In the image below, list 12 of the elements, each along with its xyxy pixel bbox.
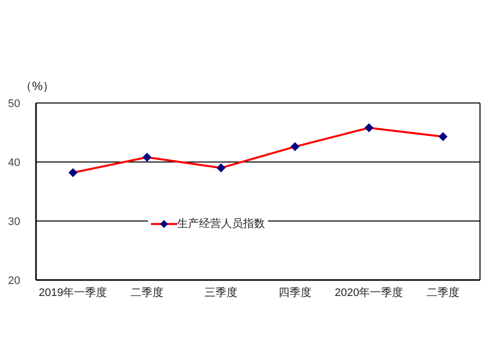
x-tick-label: 2020年一季度 — [334, 286, 404, 299]
legend-label: 生产经营人员指数 — [177, 216, 265, 231]
y-axis-title: （%） — [20, 78, 55, 95]
x-tick-label: 四季度 — [278, 286, 312, 299]
y-tick-label: 40 — [8, 156, 20, 169]
x-tick-label: 二季度 — [130, 286, 164, 299]
x-tick-label: 2019年一季度 — [38, 286, 108, 299]
x-tick-label: 三季度 — [204, 286, 238, 299]
y-tick-label: 20 — [8, 274, 20, 287]
y-tick-label: 30 — [8, 216, 20, 228]
y-tick-label: 50 — [8, 98, 20, 110]
x-tick-label: 二季度 — [426, 286, 460, 299]
